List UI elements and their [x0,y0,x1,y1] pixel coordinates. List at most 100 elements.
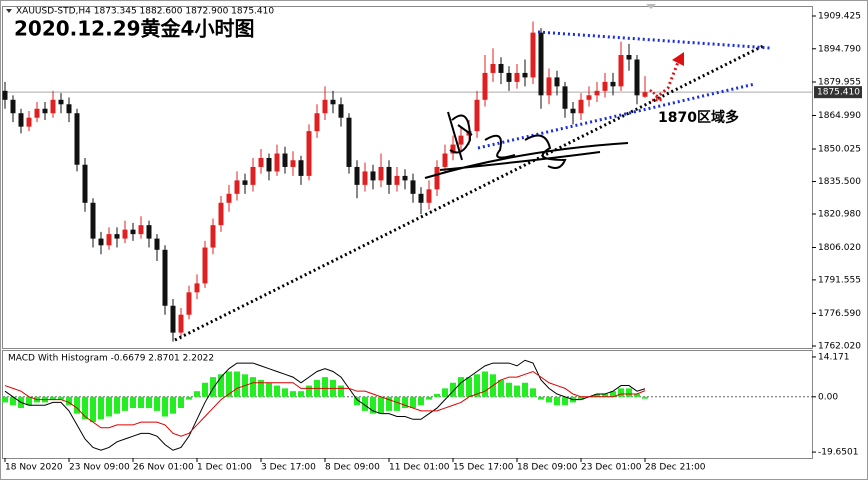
y-tick-label: 1864.990 [818,111,861,121]
candle-body [106,234,112,246]
histogram-bar [354,396,360,406]
histogram-bar [610,391,616,397]
last-price-label: 1875.410 [817,88,860,98]
x-tick-label: 1 Dec 01:00 [197,463,252,473]
candle-body [458,135,464,145]
histogram-bar [50,396,56,400]
candle-body [34,108,40,118]
candle-body [642,92,648,97]
histogram-bar [282,388,288,397]
candle-body [626,55,632,60]
candle-body [90,202,96,239]
candle-body [186,292,192,315]
histogram-bar [338,385,344,397]
candle-body [146,225,152,239]
candle-body [562,86,568,109]
candle-body [546,77,552,96]
candle-body [266,158,272,172]
histogram-bar [322,377,328,397]
candle-body [578,99,584,114]
candle-body [202,247,208,284]
histogram-bar [226,371,232,397]
histogram-bar [290,391,296,397]
candle-body [66,104,72,114]
candle-body [50,99,56,114]
candle-body [362,171,368,185]
histogram-bar [474,374,480,397]
x-tick-label: 26 Nov 01:00 [133,463,194,473]
candle-body [282,153,288,167]
candle-body [610,81,616,87]
candle-body [58,99,64,105]
candle-body [378,166,384,181]
histogram-bar [538,396,544,400]
histogram-bar [618,388,624,397]
candle-body [138,225,144,235]
candle-body [130,229,136,235]
candle-body [450,144,456,154]
candle-body [306,131,312,176]
y-tick-label: 14.171 [818,352,850,362]
signature [424,111,629,179]
candle-body [226,193,232,203]
candle-body [10,99,16,114]
histogram-bar [402,396,408,409]
x-tick-label: 18 Dec 09:00 [517,463,578,473]
candle-body [74,113,80,165]
histogram-bar [298,391,304,397]
histogram-bar [90,396,96,423]
candle-body [194,283,200,293]
histogram-bar [130,396,136,409]
histogram-bar [138,396,144,409]
candle-body [170,305,176,333]
candle-body [530,32,536,78]
y-tick-label: 1879.955 [818,77,861,87]
candle-body [482,72,488,100]
histogram-bar [250,377,256,397]
candle-body [394,175,400,185]
macd-panel [2,350,813,459]
x-tick-label: 18 Nov 2020 [5,463,63,473]
y-tick-label: -19.6501 [818,448,858,458]
histogram-bar [162,396,168,417]
candle-body [594,90,600,96]
annotation: 1870区域多 [658,109,739,126]
x-tick-label: 15 Dec 17:00 [453,463,514,473]
candle-body [18,113,24,127]
candle-body [274,153,280,172]
candle-body [322,99,328,114]
menu-arrow[interactable] [6,9,12,13]
candle-body [570,108,576,114]
histogram-bar [434,393,440,397]
y-tick-label: 1762.020 [818,342,861,352]
y-tick-label: 1835.500 [818,177,861,187]
histogram-bar [210,377,216,397]
shift-marker [646,4,656,9]
candle-body [98,238,104,246]
candle-body [602,81,608,91]
candle-body [410,180,416,194]
y-tick-label: 1820.980 [818,210,861,220]
candle-body [442,153,448,167]
histogram-bar [378,396,384,414]
histogram-bar [386,396,392,411]
forecast-arrow [655,61,680,100]
histogram-bar [66,396,72,406]
histogram-bar [554,396,560,406]
last-price-box [814,86,862,99]
candle-body [434,166,440,190]
histogram-bar [626,388,632,397]
histogram-bar [426,396,432,400]
histogram-bar [114,396,120,414]
x-tick-label: 23 Nov 09:00 [69,463,130,473]
y-tick-label: 1791.555 [818,275,861,285]
candle-body [538,32,544,96]
candle-body [554,77,560,87]
histogram-bar [594,393,600,397]
x-tick-label: 23 Dec 01:00 [581,463,642,473]
candle-body [154,238,160,250]
histogram-bar [194,391,200,397]
y-tick-label: 1909.425 [818,12,861,22]
histogram-bar [218,374,224,397]
